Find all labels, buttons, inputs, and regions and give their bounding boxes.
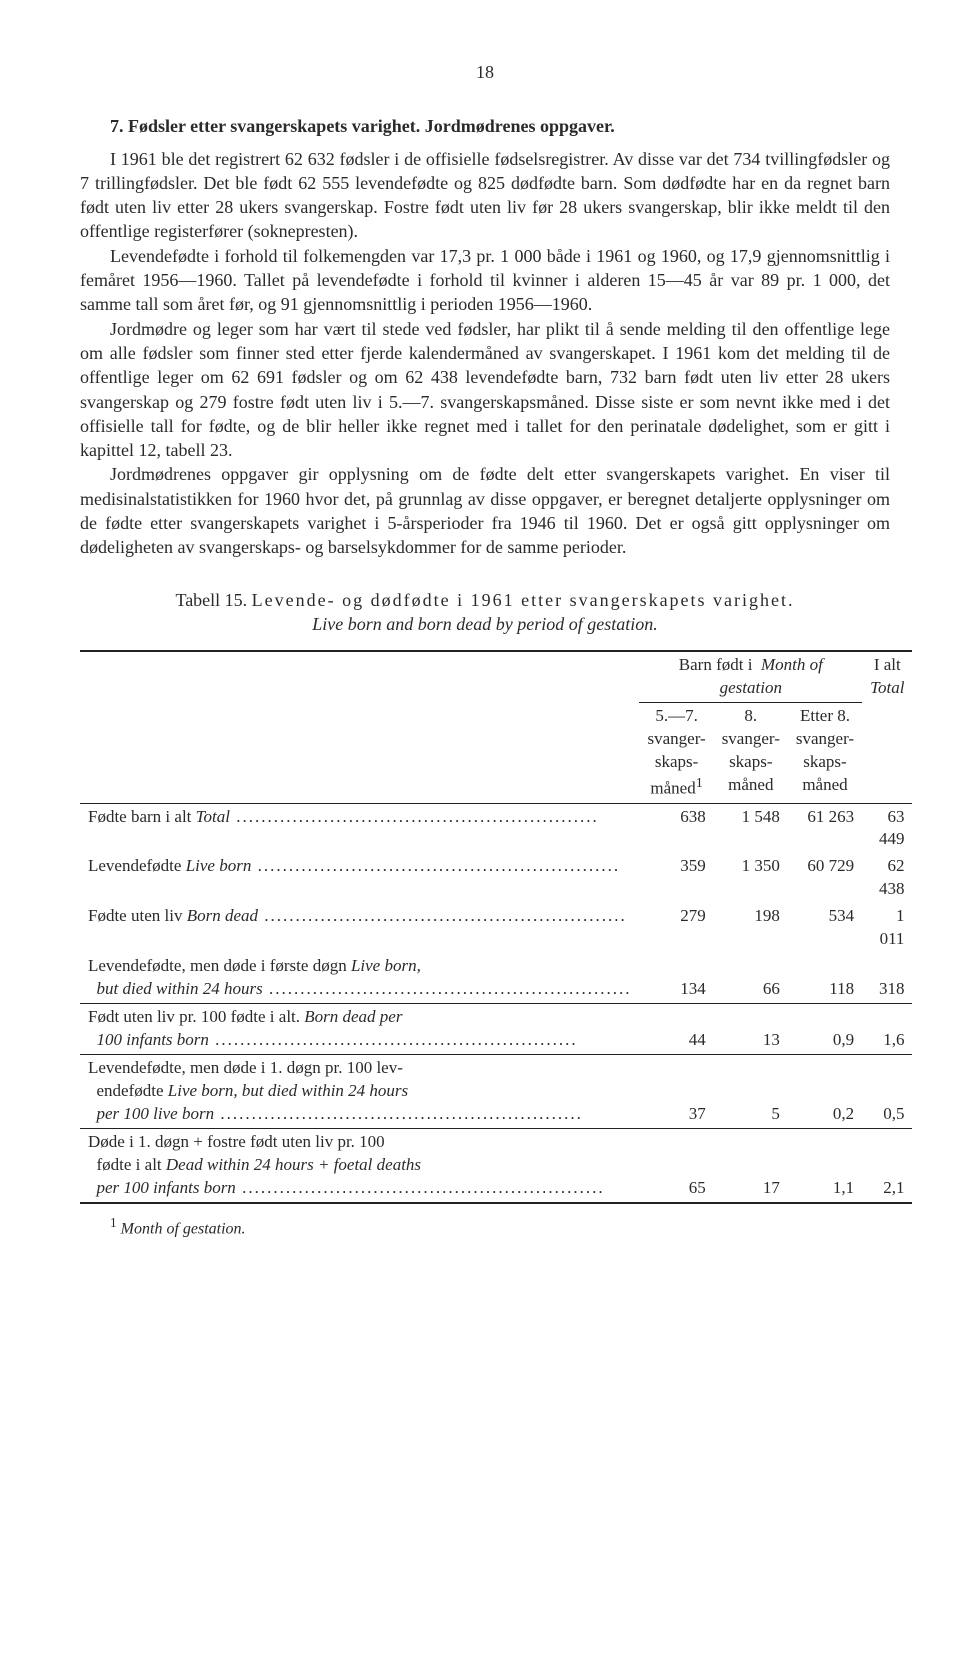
row-label-line1: Født uten liv pr. 100 fødte i alt. Born … <box>88 1007 402 1026</box>
cell: 65 <box>639 1128 713 1202</box>
cell: 0,9 <box>788 1004 862 1055</box>
cell: 198 <box>714 903 788 953</box>
table-row: Levendefødte, men døde i 1. døgn pr. 100… <box>80 1054 912 1128</box>
table-caption-subtitle: Live born and born dead by period of ges… <box>312 614 657 634</box>
row-label-line3: per 100 live born <box>97 1104 215 1123</box>
row-label-it: Total <box>196 807 230 826</box>
col-header-1: 5.—7.svanger-skaps-måned1 <box>639 703 713 803</box>
table-caption-title: Levende- og dødfødte i 1961 etter svange… <box>252 590 795 610</box>
row-label-line3: per 100 infants born <box>97 1178 236 1197</box>
cell: 37 <box>639 1054 713 1128</box>
paragraph-2: Levendefødte i forhold til folkemengden … <box>80 244 890 317</box>
cell: 1,6 <box>862 1004 912 1055</box>
cell: 0,2 <box>788 1054 862 1128</box>
cell: 2,1 <box>862 1128 912 1202</box>
col-header-total: I alt Total <box>862 651 912 803</box>
cell: 5 <box>714 1054 788 1128</box>
cell: 44 <box>639 1004 713 1055</box>
cell: 62 438 <box>862 853 912 903</box>
table-row: Døde i 1. døgn + fostre født uten liv pr… <box>80 1128 912 1202</box>
cell: 534 <box>788 903 862 953</box>
col4a: I alt <box>874 655 901 674</box>
paragraph-1: I 1961 ble det registrert 62 632 fødsler… <box>80 147 890 244</box>
col-group-header: Barn født i Month of gestation <box>639 651 862 702</box>
gestation-table: Barn født i Month of gestation I alt Tot… <box>80 650 912 1203</box>
col-header-3: Etter 8.svanger-skaps-måned <box>788 703 862 803</box>
row-label: Levendefødte <box>88 856 186 875</box>
row-label: Fødte uten liv <box>88 906 187 925</box>
cell: 279 <box>639 903 713 953</box>
page-number: 18 <box>80 60 890 84</box>
cell: 63 449 <box>862 803 912 853</box>
cell: 1 011 <box>862 903 912 953</box>
row-label: Fødte barn i alt <box>88 807 196 826</box>
table-caption-prefix: Tabell 15. <box>175 590 251 610</box>
cell: 17 <box>714 1128 788 1202</box>
footnote: 1 Month of gestation. <box>80 1214 890 1240</box>
row-label-line2: fødte i alt Dead within 24 hours + foeta… <box>88 1154 631 1177</box>
table-caption: Tabell 15. Levende- og dødfødte i 1961 e… <box>80 588 890 637</box>
cell: 13 <box>714 1004 788 1055</box>
section-heading: 7. Fødsler etter svangerskapets varighet… <box>80 114 890 138</box>
cell: 60 729 <box>788 853 862 903</box>
row-label-line2: endefødte Live born, but died within 24 … <box>88 1080 631 1103</box>
cell: 118 <box>788 953 862 1003</box>
table-row: Fødte barn i alt Total 638 1 548 61 263 … <box>80 803 912 853</box>
cell: 66 <box>714 953 788 1003</box>
row-label-line1: Levendefødte, men døde i 1. døgn pr. 100… <box>88 1058 403 1077</box>
row-label-line1: Døde i 1. døgn + fostre født uten liv pr… <box>88 1132 385 1151</box>
table-row: Levendefødte, men døde i første døgn Liv… <box>80 953 912 1003</box>
col-header-2: 8.svanger-skaps-måned <box>714 703 788 803</box>
cell: 61 263 <box>788 803 862 853</box>
row-label-it: Live born <box>186 856 252 875</box>
row-label-it: Born dead <box>187 906 258 925</box>
cell: 638 <box>639 803 713 853</box>
paragraph-3: Jordmødre og leger som har vært til sted… <box>80 317 890 463</box>
paragraph-4: Jordmødrenes oppgaver gir opplysning om … <box>80 462 890 559</box>
table-row: Født uten liv pr. 100 fødte i alt. Born … <box>80 1004 912 1055</box>
cell: 359 <box>639 853 713 903</box>
cell: 318 <box>862 953 912 1003</box>
cell: 0,5 <box>862 1054 912 1128</box>
row-label-line2: but died within 24 hours <box>97 979 263 998</box>
cell: 1 350 <box>714 853 788 903</box>
cell: 134 <box>639 953 713 1003</box>
table-row: Levendefødte Live born 359 1 350 60 729 … <box>80 853 912 903</box>
row-label-line2: 100 infants born <box>97 1030 209 1049</box>
row-label-line1: Levendefødte, men døde i første døgn Liv… <box>88 956 421 975</box>
cell: 1,1 <box>788 1128 862 1202</box>
col4b: Total <box>870 678 904 697</box>
table-row: Fødte uten liv Born dead 279 198 534 1 0… <box>80 903 912 953</box>
cell: 1 548 <box>714 803 788 853</box>
